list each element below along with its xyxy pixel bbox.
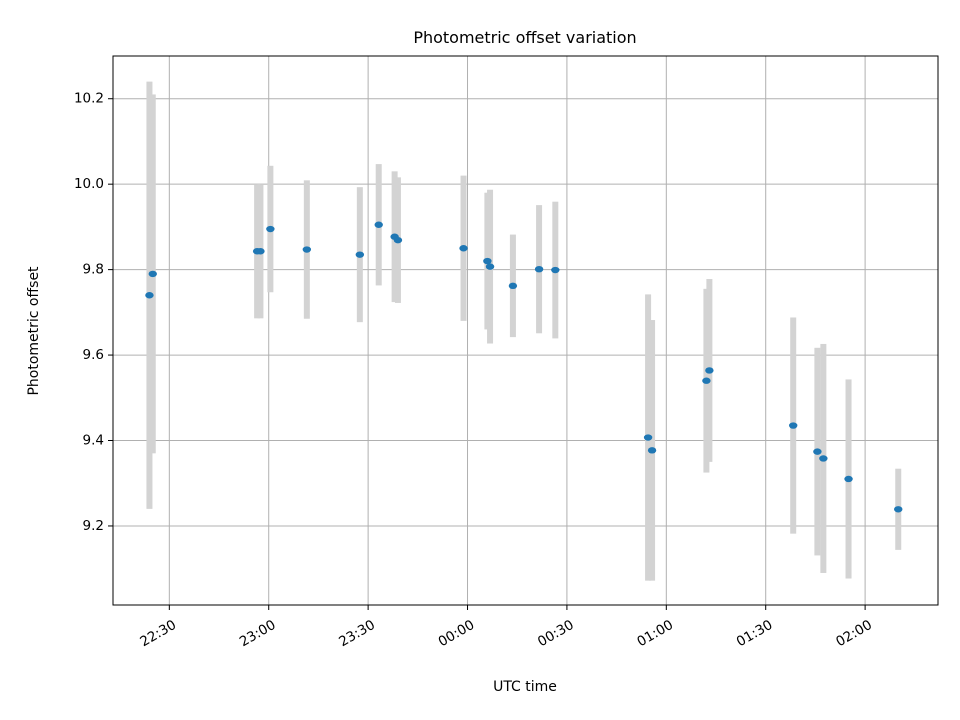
x-tick-label: 00:00 [436, 617, 478, 650]
data-point [355, 251, 365, 258]
data-point [148, 270, 157, 278]
y-axis-ticks: 9.2 9.4 9.6 9.8 10.0 10.2 [74, 91, 113, 534]
x-tick-label: 02:00 [833, 617, 875, 650]
data-point [393, 236, 403, 244]
x-axis-label: UTC time [493, 679, 557, 695]
data-point [485, 263, 495, 270]
x-tick-label: 00:30 [535, 617, 577, 650]
x-tick-label: 01:00 [634, 617, 676, 650]
data-point [643, 434, 653, 441]
data-point [266, 225, 275, 233]
data-point [844, 475, 853, 483]
y-tick-label: 9.6 [83, 347, 104, 363]
y-tick-label: 10.2 [74, 91, 104, 107]
y-tick-label: 9.8 [83, 262, 104, 278]
data-point [302, 246, 312, 253]
data-point [534, 265, 544, 273]
data-markers [145, 221, 903, 513]
chart-title: Photometric offset variation [413, 28, 636, 47]
data-point [894, 506, 903, 513]
x-tick-label: 01:30 [734, 617, 776, 650]
grid [113, 56, 938, 605]
data-point [819, 455, 828, 462]
data-point [374, 221, 383, 228]
x-tick-label: 23:30 [336, 617, 378, 650]
x-tick-label: 23:00 [237, 617, 279, 650]
y-tick-label: 9.4 [83, 433, 104, 449]
y-tick-label: 9.2 [83, 518, 104, 534]
data-point [551, 266, 560, 274]
data-point [789, 422, 798, 429]
x-tick-label: 22:30 [137, 617, 179, 650]
data-point [702, 377, 711, 384]
plot-frame [112, 55, 939, 606]
data-point [813, 448, 822, 455]
y-axis-label: Photometric offset [26, 266, 42, 396]
data-point [459, 245, 468, 252]
data-point [647, 447, 657, 454]
data-point [705, 367, 714, 374]
x-axis-ticks: 22:30 23:00 23:30 00:00 00:30 01:00 01:30 02:00 [137, 605, 875, 650]
data-point [508, 282, 518, 290]
data-point [145, 292, 154, 299]
data-point [256, 248, 265, 255]
error-bars [146, 81, 902, 581]
y-tick-label: 10.0 [74, 176, 104, 192]
data-point [483, 257, 492, 265]
